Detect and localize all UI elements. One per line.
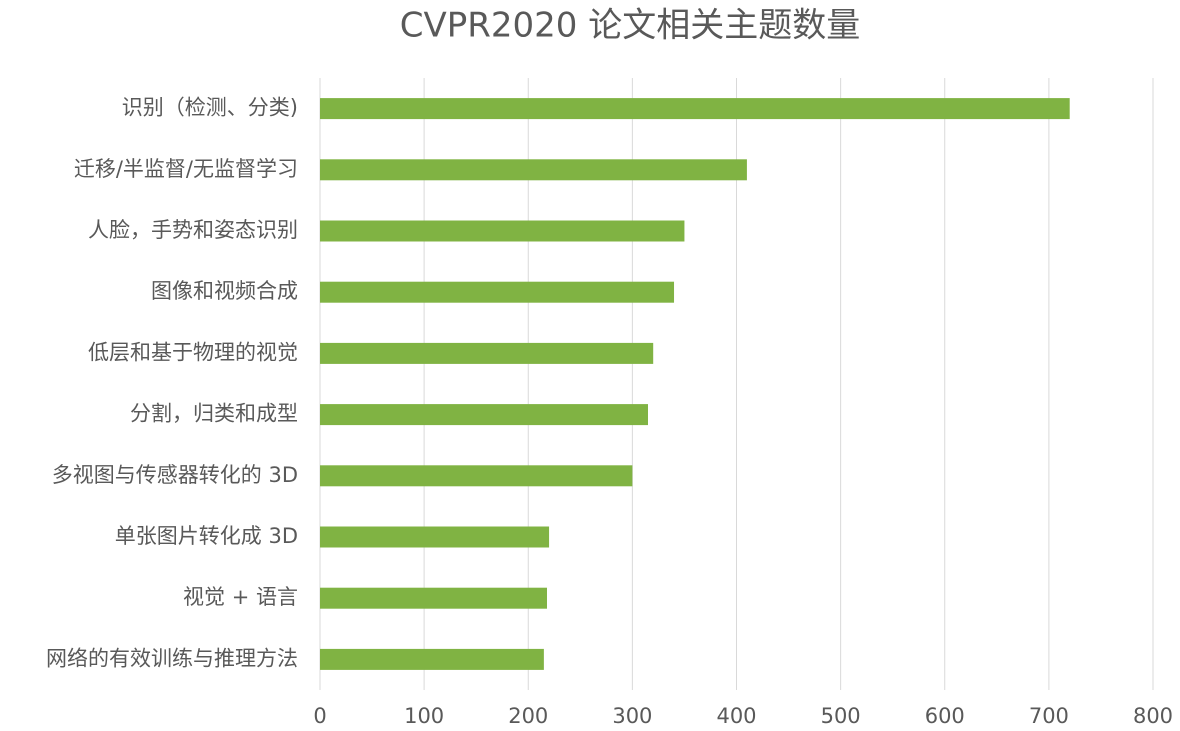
y-tick-label: 单张图片转化成 3D xyxy=(115,524,298,548)
x-tick-label: 500 xyxy=(821,704,861,728)
y-tick-label: 识别（检测、分类) xyxy=(122,96,298,120)
bar xyxy=(320,342,654,364)
x-tick-label: 800 xyxy=(1133,704,1173,728)
bar xyxy=(320,281,675,303)
y-tick-label: 网络的有效训练与推理方法 xyxy=(46,646,298,670)
x-tick-label: 400 xyxy=(716,704,756,728)
x-tick-label: 300 xyxy=(612,704,652,728)
y-tick-label: 迁移/半监督/无监督学习 xyxy=(74,157,298,181)
bar xyxy=(320,587,547,609)
bar xyxy=(320,220,685,242)
x-tick-label: 600 xyxy=(925,704,965,728)
x-tick-label: 700 xyxy=(1029,704,1069,728)
y-tick-label: 低层和基于物理的视觉 xyxy=(88,340,298,364)
bar xyxy=(320,159,747,181)
x-tick-label: 100 xyxy=(404,704,444,728)
bar xyxy=(320,465,633,487)
chart-title: CVPR2020 论文相关主题数量 xyxy=(400,6,860,46)
bar xyxy=(320,98,1070,120)
y-tick-label: 分割，归类和成型 xyxy=(130,402,298,426)
y-tick-label: 视觉 + 语言 xyxy=(183,585,298,609)
y-tick-label: 人脸，手势和姿态识别 xyxy=(88,218,298,242)
x-tick-label: 200 xyxy=(508,704,548,728)
bar xyxy=(320,526,550,548)
bar xyxy=(320,648,544,670)
x-tick-label: 0 xyxy=(313,704,326,728)
y-tick-label: 多视图与传感器转化的 3D xyxy=(52,463,298,487)
y-tick-label: 图像和视频合成 xyxy=(151,279,298,303)
bar xyxy=(320,404,648,426)
